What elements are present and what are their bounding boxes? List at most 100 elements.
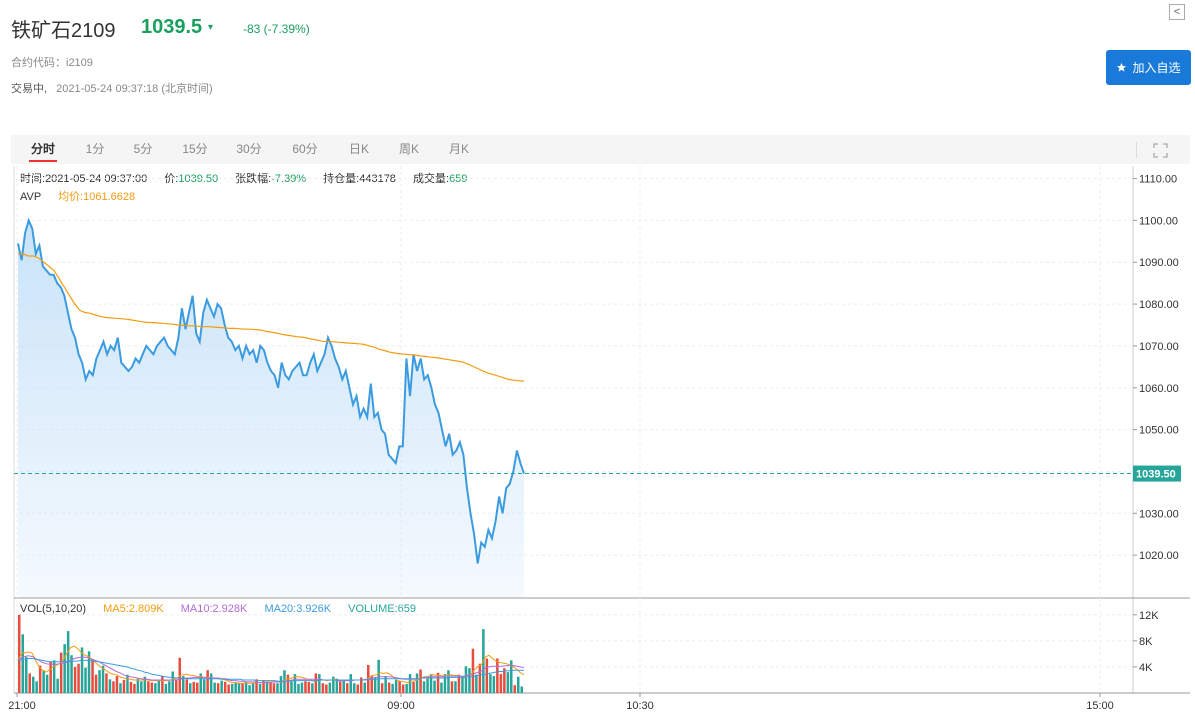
volume-bar (436, 672, 440, 693)
volume-bar (175, 680, 178, 693)
volume-bar (464, 666, 468, 693)
volume-bar (485, 658, 489, 693)
volume-bar (248, 685, 251, 693)
volume-bar (304, 681, 307, 693)
volume-bar (262, 680, 265, 693)
volume-bar (405, 683, 408, 693)
ma20-line (17, 658, 524, 682)
volume-bar (150, 682, 154, 693)
time-value: 2021-05-24 09:37:00 (45, 173, 148, 185)
tab-1min[interactable]: 1分 (85, 142, 105, 156)
time-tick-label: 10:30 (626, 700, 654, 712)
volume-bar (101, 665, 105, 693)
collapse-button[interactable]: < (1169, 4, 1185, 20)
tab-intraday[interactable]: 分时 (25, 135, 61, 164)
avg-price-line (18, 253, 525, 382)
volume-bar (73, 666, 77, 693)
volume-bar (133, 683, 136, 693)
volume-bar (293, 674, 297, 693)
volume-bar (325, 684, 328, 693)
avp-label: AVP (20, 191, 41, 203)
avg-price-label: 均价:1061.6628 (58, 191, 136, 203)
price-tick-label: 1090.00 (1139, 257, 1179, 269)
volume-bar (112, 681, 115, 693)
fullscreen-icon[interactable] (1153, 143, 1168, 158)
volume-bar (63, 644, 66, 693)
volume-bar (426, 678, 429, 693)
volume-bar (272, 683, 276, 693)
volume-bar (164, 683, 168, 693)
tab-daily[interactable]: 日K (348, 142, 369, 156)
last-price: 1039.5 (141, 16, 203, 38)
volume-bar (286, 674, 290, 693)
volume-bar (520, 686, 523, 693)
contract-title: 铁矿石2109 (11, 20, 116, 42)
volume-bar (18, 614, 21, 693)
contract-code-row: 合约代码：i2109 (11, 54, 93, 70)
volume-bar (265, 681, 269, 693)
volume-bar (290, 681, 293, 693)
volume-bar (147, 681, 150, 693)
tab-60min[interactable]: 60分 (292, 142, 318, 156)
volume-bar (335, 678, 339, 693)
volume-bar (370, 675, 373, 693)
volume-bar (203, 679, 206, 693)
volume-bar (492, 676, 496, 693)
volume-bar (168, 681, 171, 693)
volume-bar (126, 674, 129, 693)
volume-bar (363, 682, 366, 693)
volume-bar (503, 668, 506, 693)
volume-bar (115, 676, 119, 693)
volume-bar (360, 677, 363, 693)
price-tick-label: 1080.00 (1139, 299, 1179, 311)
volume-bar (199, 673, 202, 693)
volume-bar (510, 660, 513, 693)
trading-status: 交易中, (11, 83, 48, 95)
volume-bar (206, 670, 209, 693)
volume-bar (349, 674, 352, 693)
tab-15min[interactable]: 15分 (182, 142, 208, 156)
volume-bar (447, 670, 450, 693)
add-watchlist-button[interactable]: 加入自选 (1106, 50, 1191, 85)
volume-bar (171, 671, 174, 693)
volume-bar (230, 683, 234, 693)
volume-legend: VOL(5,10,20) MA5:2.809K MA10:2.928K MA20… (20, 603, 416, 615)
ma20-legend: MA20:3.926K (264, 603, 332, 615)
time-tick-label: 09:00 (387, 700, 415, 712)
volume-bar (105, 673, 108, 693)
volume-bar (517, 676, 520, 693)
volume-bar (471, 648, 475, 693)
volume-bar (161, 676, 164, 693)
ma10-line (17, 655, 525, 684)
volume-bar (311, 683, 314, 693)
volume-bar (314, 673, 318, 693)
tab-weekly[interactable]: 周K (398, 142, 419, 156)
volume-bar (408, 674, 412, 693)
tab-monthly[interactable]: 月K (448, 142, 469, 156)
volume-bar (21, 634, 24, 693)
contract-code-label: 合约代码： (11, 57, 66, 69)
volume-bar (450, 681, 454, 693)
volume-tick-label: 8K (1139, 636, 1153, 648)
volume-bar (241, 683, 244, 693)
tab-5min[interactable]: 5分 (133, 142, 153, 156)
volume-bar (122, 680, 126, 693)
volume-bar (380, 683, 384, 693)
current-price-label: 1039.50 (1136, 469, 1176, 481)
volume-bar (478, 663, 482, 693)
volume-bar (297, 683, 300, 693)
timestamp: 2021-05-24 09:37:18 (北京时间) (56, 83, 213, 95)
volume-bar (342, 680, 345, 693)
volume-bar (443, 674, 447, 693)
time-tick-label: 15:00 (1086, 700, 1114, 712)
volume-bar (300, 682, 304, 693)
volume-bar (154, 683, 157, 693)
volume-bar (213, 682, 216, 693)
volume-tick-label: 12K (1139, 610, 1159, 622)
volume-bar (220, 680, 223, 693)
volume-bar (129, 681, 133, 693)
volume-bar (251, 683, 255, 693)
volume-bar (196, 682, 199, 693)
tab-30min[interactable]: 30分 (236, 142, 262, 156)
